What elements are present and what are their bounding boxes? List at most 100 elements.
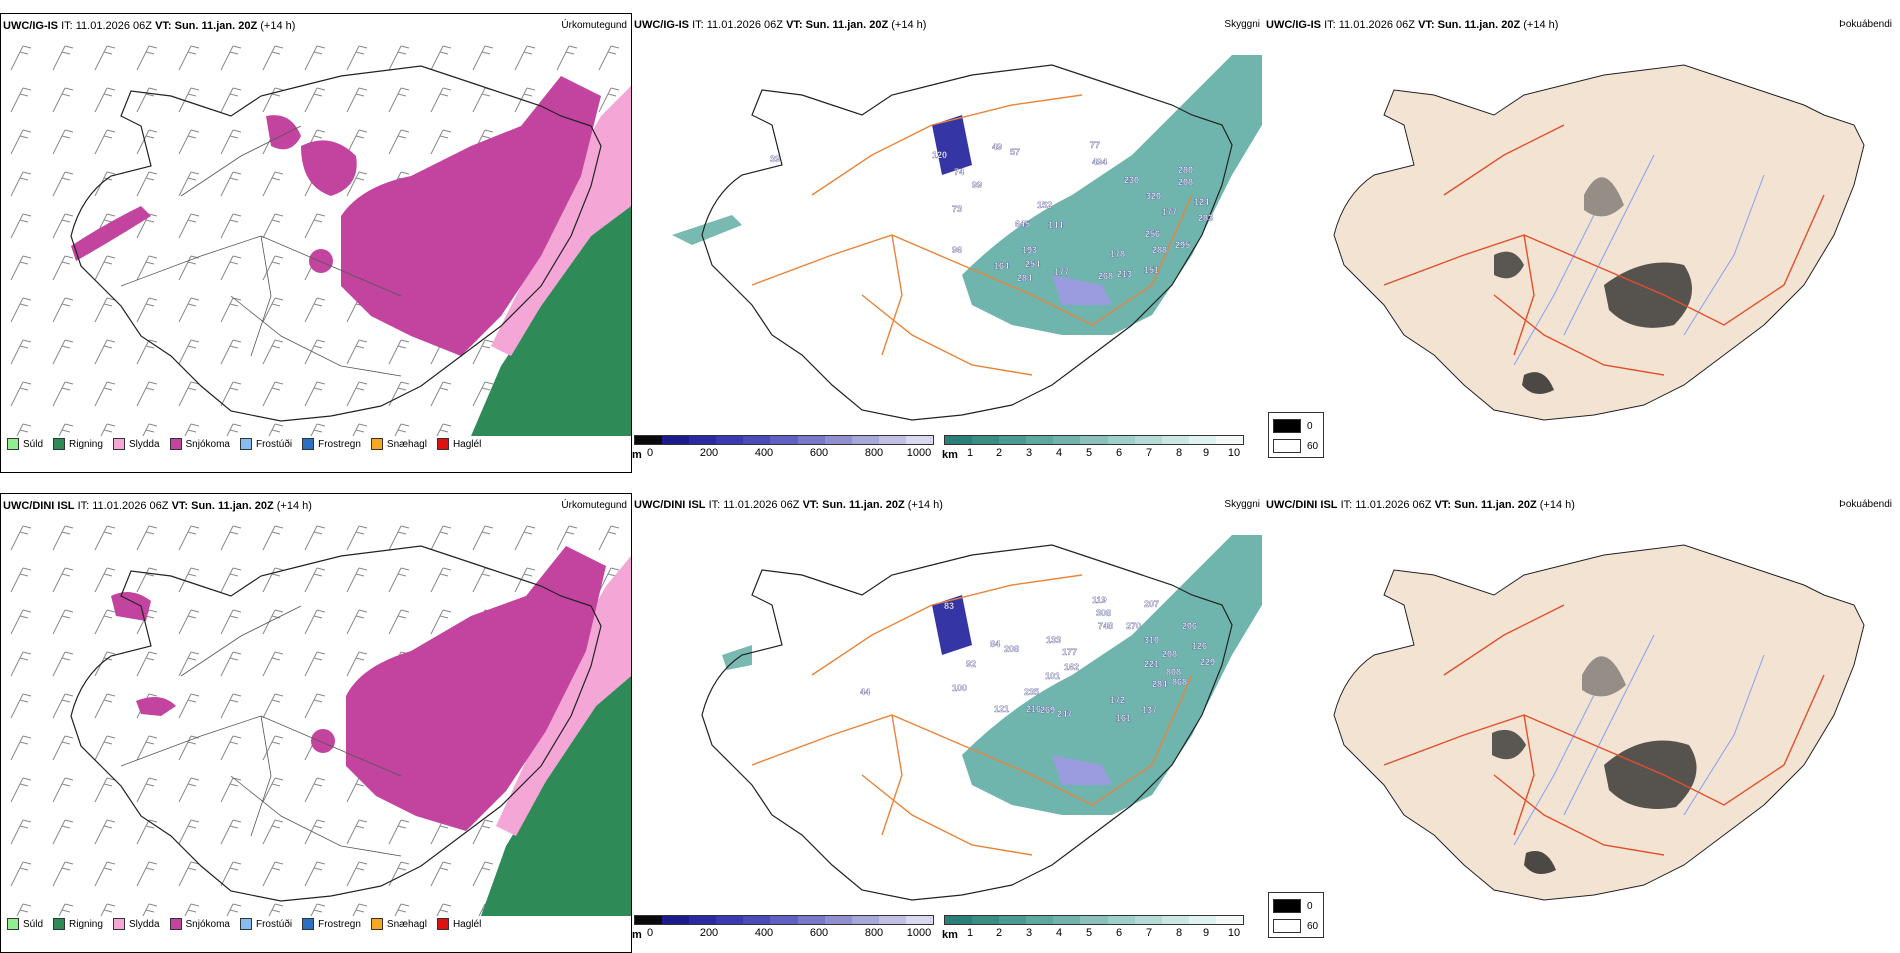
- legend-item: Slydda: [112, 918, 160, 930]
- vis-label: 177: [1162, 207, 1177, 217]
- panel-title: UWC/IG-IS IT: 11.01.2026 06Z VT: Sun. 11…: [3, 20, 296, 32]
- vis-label: 216: [1026, 704, 1041, 714]
- snow-patch: [301, 140, 357, 196]
- rivers: [1513, 154, 1765, 366]
- vis-label: 73: [952, 204, 962, 214]
- vis-label: 295: [1175, 240, 1190, 250]
- vis-label: 207: [1144, 599, 1159, 609]
- vis-label: 84: [990, 639, 1000, 649]
- vis-label: 254: [1025, 259, 1040, 269]
- vis-label: 119: [1092, 595, 1107, 605]
- precip-type-panel-row2: UWC/DINI ISL IT: 11.01.2026 06Z VT: Sun.…: [0, 493, 632, 953]
- vis-label: 151: [1144, 265, 1159, 275]
- snow-patch: [136, 697, 176, 716]
- road-lines: [120, 125, 402, 377]
- vis-label: 172: [1110, 695, 1125, 705]
- vis-label: 494: [1092, 157, 1107, 167]
- vis-label: 83: [944, 601, 954, 611]
- road-network: [751, 94, 1193, 376]
- vis-label: 269: [1040, 705, 1055, 715]
- vis-label: 120: [932, 150, 947, 160]
- vis-label: 284: [1152, 679, 1167, 689]
- vis-label: 162: [1064, 662, 1079, 672]
- panel-type-label: Skyggni: [1224, 499, 1260, 510]
- vis-label: 230: [1124, 175, 1139, 185]
- visibility-labels: 83 84 92 208 133 177 162 101 235 121 216…: [860, 595, 1215, 723]
- vis-label: 193: [1022, 245, 1037, 255]
- low-visibility-area: [962, 55, 1262, 335]
- vis-label: 121: [994, 704, 1009, 714]
- legend-item: Snjókoma: [169, 918, 230, 930]
- vis-label: 77: [1090, 140, 1100, 150]
- legend-item: Frostregn: [302, 918, 361, 930]
- vis-label: 49: [992, 142, 1002, 152]
- precip-type-map: [1, 36, 631, 436]
- fog-shading: [1492, 729, 1526, 760]
- legend-item: Rigning: [53, 438, 103, 450]
- vis-label: 144: [1048, 220, 1063, 230]
- vis-label: 270: [1126, 621, 1141, 631]
- vis-label: 164: [994, 261, 1009, 271]
- road-network: [1383, 124, 1825, 376]
- panel-type-label: Úrkomutegund: [561, 20, 627, 31]
- panel-title: UWC/IG-IS IT: 11.01.2026 06Z VT: Sun. 11…: [634, 19, 927, 31]
- vis-label: 283: [1198, 213, 1213, 223]
- visibility-labels: 120 74 99 73 49 152 645 144 193 254 284 …: [770, 140, 1213, 283]
- vis-label: 284: [1017, 273, 1032, 283]
- panel-type-label: Þokuábendi: [1839, 19, 1892, 30]
- snow-patch: [309, 249, 333, 273]
- vis-label: 221: [1144, 659, 1159, 669]
- vis-label: 256: [1145, 229, 1160, 239]
- elevation-colorbar: 0 200 400 600 800 1000 m: [632, 435, 934, 465]
- panel-title: UWC/IG-IS IT: 11.01.2026 06Z VT: Sun. 11…: [1266, 19, 1559, 31]
- low-visibility-area: [962, 535, 1262, 815]
- fog-shading: [1604, 740, 1697, 809]
- vis-label: 44: [860, 687, 870, 697]
- legend-item: Slydda: [112, 438, 160, 450]
- vis-label: 235: [1024, 687, 1039, 697]
- panel-title: UWC/DINI ISL IT: 11.01.2026 06Z VT: Sun.…: [634, 499, 943, 511]
- low-visibility-area: [672, 215, 742, 245]
- highland-area: [1052, 755, 1112, 785]
- road-network: [1383, 604, 1825, 856]
- legend-item: Frostregn: [302, 438, 361, 450]
- legend-item: Frostúði: [239, 438, 292, 450]
- legend-item: Súld: [7, 918, 43, 930]
- visibility-map: 120 74 99 73 49 152 645 144 193 254 284 …: [672, 55, 1262, 421]
- panel-title: UWC/DINI ISL IT: 11.01.2026 06Z VT: Sun.…: [3, 500, 312, 512]
- vis-label: 137: [1142, 705, 1157, 715]
- highland-area: [1052, 275, 1112, 305]
- vis-label: 645: [1015, 219, 1030, 229]
- vis-label: 99: [972, 180, 982, 190]
- fog-shading: [1582, 656, 1626, 697]
- highland-area: [932, 595, 972, 655]
- fog-shading: [1522, 372, 1554, 394]
- vis-label: 161: [1116, 713, 1131, 723]
- vis-label: 229: [1200, 657, 1215, 667]
- vis-label: 124: [1194, 197, 1209, 207]
- legend-item: Snæhagl: [370, 918, 427, 930]
- fog-shading: [1494, 251, 1524, 279]
- island-outline: [701, 544, 1233, 901]
- snow-patch: [266, 115, 301, 150]
- vis-label: 133: [1046, 635, 1061, 645]
- legend-item: Súld: [7, 438, 43, 450]
- vis-label: 152: [1037, 200, 1052, 210]
- rain-area: [481, 676, 631, 916]
- snow-area: [341, 76, 601, 356]
- vis-label: 208: [1004, 644, 1019, 654]
- highland-area: [932, 115, 972, 175]
- panel-type-label: Þokuábendi: [1839, 499, 1892, 510]
- road-network: [751, 574, 1193, 856]
- legend-item: Frostúði: [239, 918, 292, 930]
- visibility-panel-row2: UWC/DINI ISL IT: 11.01.2026 06Z VT: Sun.…: [632, 493, 1264, 953]
- legend-item: Haglél: [436, 438, 481, 450]
- visibility-colorbar: 1 2 3 4 5 6 7 8 9 10 km: [942, 915, 1244, 945]
- sleet-area: [491, 86, 631, 356]
- fog-shading: [1584, 177, 1624, 217]
- visibility-panel-row1: UWC/IG-IS IT: 11.01.2026 06Z VT: Sun. 11…: [632, 13, 1264, 473]
- vis-label: 57: [1010, 147, 1020, 157]
- fog-legend-row2: 0 60: [1268, 892, 1324, 938]
- vis-label: 280: [1178, 165, 1193, 175]
- snow-patch: [311, 729, 335, 753]
